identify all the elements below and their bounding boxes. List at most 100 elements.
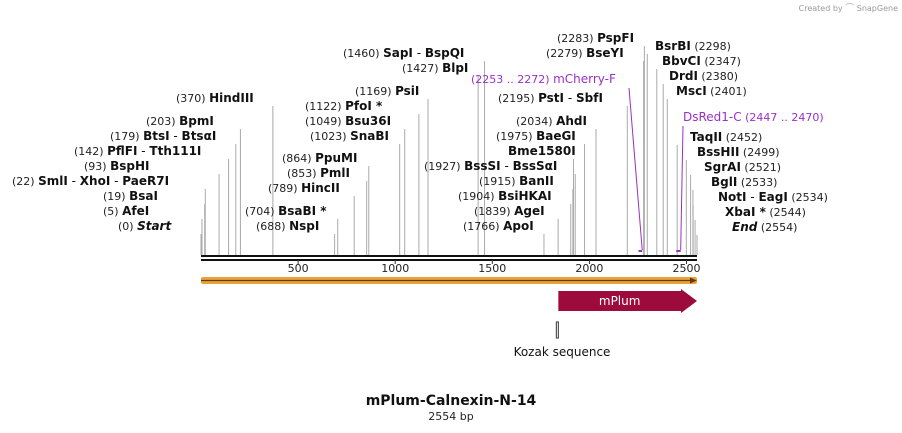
enzyme-name[interactable]: BseYI: [586, 46, 624, 60]
enzyme-label-pfoi[interactable]: (1122) PfoI *: [305, 99, 383, 113]
enzyme-name[interactable]: MscI: [676, 84, 707, 98]
enzyme-label-bsphi[interactable]: (93) BspHI: [84, 159, 149, 173]
mplum-feature-arrow[interactable]: [558, 289, 697, 313]
enzyme-label-bsssi[interactable]: (1927) BssSI - BssSαI: [424, 159, 557, 173]
enzyme-label-bseyi[interactable]: (2279) BseYI: [546, 46, 624, 60]
enzyme-name[interactable]: NspI: [289, 219, 319, 233]
enzyme-name[interactable]: AfeI: [122, 204, 149, 218]
enzyme-name[interactable]: BsiHKAI: [498, 189, 552, 203]
enzyme-name[interactable]: BtsI: [143, 129, 170, 143]
enzyme-name[interactable]: NotI: [718, 190, 747, 204]
enzyme-name[interactable]: HindIII: [209, 91, 254, 105]
enzyme-name[interactable]: ApoI: [503, 219, 534, 233]
enzyme-label-psii[interactable]: (1169) PsiI: [355, 84, 419, 98]
enzyme-name[interactable]: AgeI: [514, 204, 544, 218]
enzyme-name[interactable]: PaeR7I: [122, 174, 169, 188]
enzyme-label-psti[interactable]: (2195) PstI - SbfI: [498, 91, 603, 105]
enzyme-label-smli[interactable]: (22) SmlI - XhoI - PaeR7I: [12, 174, 169, 188]
enzyme-label-end[interactable]: End (2554): [732, 220, 797, 234]
kozak-feature-mark[interactable]: [555, 321, 559, 339]
enzyme-label-bsai[interactable]: (19) BsaI: [103, 189, 158, 203]
enzyme-name[interactable]: BspQI: [425, 46, 465, 60]
enzyme-label-bme1580i[interactable]: Bme1580I: [508, 144, 576, 158]
enzyme-name[interactable]: HincII: [301, 181, 340, 195]
enzyme-name[interactable]: BssHII: [697, 145, 739, 159]
enzyme-name[interactable]: BlpI: [442, 61, 468, 75]
enzyme-label-ahdi[interactable]: (2034) AhdI: [516, 114, 587, 128]
enzyme-name[interactable]: BanII: [519, 174, 554, 188]
enzyme-label-hindiii[interactable]: (370) HindIII: [176, 91, 254, 105]
enzyme-label-bsabi[interactable]: (704) BsaBI *: [245, 204, 327, 218]
enzyme-name[interactable]: AhdI: [556, 114, 587, 128]
enzyme-label-sapi[interactable]: (1460) SapI - BspQI: [343, 46, 464, 60]
enzyme-name[interactable]: SgrAI: [704, 160, 741, 174]
enzyme-label-bsshii[interactable]: BssHII (2499): [697, 145, 779, 159]
enzyme-label-banii[interactable]: (1915) BanII: [479, 174, 554, 188]
enzyme-label-bsihkai[interactable]: (1904) BsiHKAI: [458, 189, 552, 203]
primer-label-dsred1-c[interactable]: DsRed1-C (2447 .. 2470): [683, 110, 824, 124]
enzyme-name[interactable]: BtsαI: [182, 129, 217, 143]
enzyme-name[interactable]: XbaI *: [725, 205, 767, 219]
enzyme-label-nspi[interactable]: (688) NspI: [256, 219, 319, 233]
enzyme-name[interactable]: BaeGI: [536, 129, 576, 143]
enzyme-label-snabi[interactable]: (1023) SnaBI: [310, 129, 389, 143]
enzyme-name[interactable]: EagI: [758, 190, 787, 204]
kozak-sequence-label[interactable]: Kozak sequence: [513, 345, 611, 359]
enzyme-name[interactable]: Bsu36I: [345, 114, 391, 128]
enzyme-name[interactable]: BssSαI: [513, 159, 558, 173]
primer-label-mcherry-f[interactable]: (2253 .. 2272) mCherry-F: [471, 72, 616, 86]
enzyme-name[interactable]: XhoI: [80, 174, 111, 188]
enzyme-name[interactable]: PfoI *: [345, 99, 383, 113]
enzyme-name[interactable]: SnaBI: [350, 129, 389, 143]
enzyme-label-taqii[interactable]: TaqII (2452): [690, 130, 762, 144]
enzyme-label-drdi[interactable]: DrdI (2380): [669, 69, 738, 83]
enzyme-name[interactable]: BbvCI: [662, 54, 701, 68]
enzyme-name[interactable]: End: [732, 220, 758, 234]
enzyme-name[interactable]: Bme1580I: [508, 144, 576, 158]
enzyme-label-start[interactable]: (0) Start: [118, 219, 172, 233]
enzyme-label-agei[interactable]: (1839) AgeI: [474, 204, 545, 218]
enzyme-name[interactable]: PflFI: [107, 144, 137, 158]
enzyme-label-afei[interactable]: (5) AfeI: [103, 204, 149, 218]
primer-name[interactable]: DsRed1-C: [683, 110, 742, 124]
enzyme-label-pmli[interactable]: (853) PmlI: [287, 166, 350, 180]
enzyme-label-bgli[interactable]: BglI (2533): [711, 175, 777, 189]
enzyme-name[interactable]: SmlI: [38, 174, 68, 188]
enzyme-label-apoi[interactable]: (1766) ApoI: [463, 219, 534, 233]
enzyme-name[interactable]: BsaI: [129, 189, 158, 203]
enzyme-name[interactable]: PstI: [538, 91, 564, 105]
enzyme-label-pspfi[interactable]: (2283) PspFI: [557, 31, 634, 45]
enzyme-label-blpi[interactable]: (1427) BlpI: [402, 61, 468, 75]
enzyme-label-ppumi[interactable]: (864) PpuMI: [282, 151, 357, 165]
enzyme-name[interactable]: DrdI: [669, 69, 698, 83]
enzyme-name[interactable]: SapI: [383, 46, 413, 60]
enzyme-name[interactable]: TaqII: [690, 130, 722, 144]
mplum-feature-label[interactable]: mPlum: [599, 294, 641, 308]
enzyme-name[interactable]: Start: [137, 219, 172, 233]
enzyme-name[interactable]: PpuMI: [315, 151, 357, 165]
primer-name[interactable]: mCherry-F: [553, 72, 616, 86]
enzyme-label-btsi[interactable]: (179) BtsI - BtsαI: [110, 129, 216, 143]
enzyme-label-bbvci[interactable]: BbvCI (2347): [662, 54, 741, 68]
enzyme-label-xbai[interactable]: XbaI * (2544): [725, 205, 806, 219]
enzyme-label-bsu36i[interactable]: (1049) Bsu36I: [305, 114, 391, 128]
enzyme-name[interactable]: BglI: [711, 175, 737, 189]
enzyme-label-noti[interactable]: NotI - EagI (2534): [718, 190, 828, 204]
enzyme-label-pflfi[interactable]: (142) PflFI - Tth111I: [74, 144, 201, 158]
enzyme-name[interactable]: BssSI: [464, 159, 501, 173]
enzyme-name[interactable]: BspHI: [110, 159, 149, 173]
enzyme-name[interactable]: SbfI: [576, 91, 603, 105]
enzyme-name[interactable]: BsaBI *: [278, 204, 327, 218]
enzyme-label-bsrbi[interactable]: BsrBI (2298): [655, 39, 731, 53]
enzyme-name[interactable]: PmlI: [320, 166, 350, 180]
enzyme-label-hincii[interactable]: (789) HincII: [268, 181, 340, 195]
enzyme-name[interactable]: BsrBI: [655, 39, 691, 53]
enzyme-name[interactable]: PspFI: [597, 31, 634, 45]
enzyme-name[interactable]: BpmI: [179, 114, 214, 128]
enzyme-label-bpmi[interactable]: (203) BpmI: [146, 114, 214, 128]
enzyme-name[interactable]: PsiI: [395, 84, 419, 98]
enzyme-label-sgrai[interactable]: SgrAI (2521): [704, 160, 781, 174]
enzyme-label-baegi[interactable]: (1975) BaeGI: [496, 129, 576, 143]
enzyme-label-msci[interactable]: MscI (2401): [676, 84, 747, 98]
enzyme-name[interactable]: Tth111I: [149, 144, 201, 158]
